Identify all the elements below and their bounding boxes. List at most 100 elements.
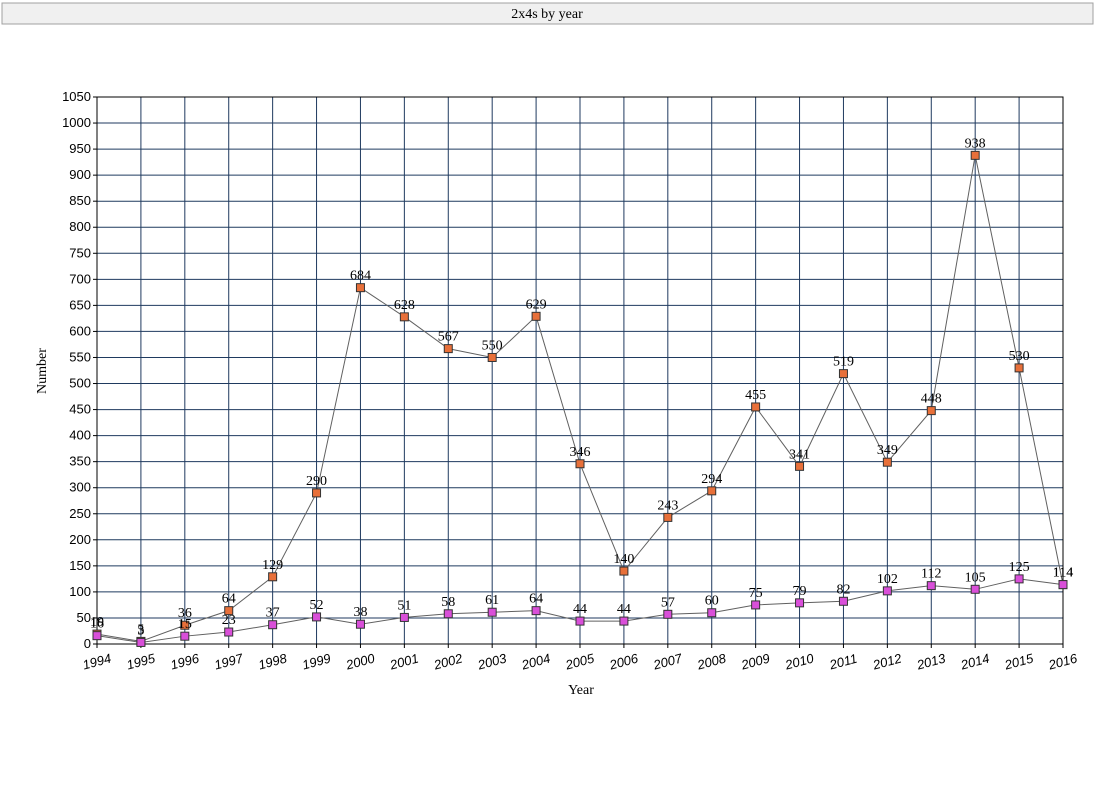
y-axis-label: Number xyxy=(35,348,50,394)
y-tick-label: 400 xyxy=(69,428,91,443)
data-label: 36 xyxy=(178,606,192,621)
marker xyxy=(575,459,585,469)
x-tick-label: 1994 xyxy=(81,651,113,673)
marker xyxy=(663,609,673,619)
marker xyxy=(575,616,585,626)
x-tick-label: 2016 xyxy=(1046,650,1080,672)
data-label: 684 xyxy=(350,269,371,284)
data-label: 567 xyxy=(438,330,459,345)
data-label: 51 xyxy=(397,598,411,613)
x-tick-label: 2015 xyxy=(1002,650,1036,672)
marker xyxy=(970,150,980,160)
y-tick-label: 350 xyxy=(69,454,91,469)
marker xyxy=(838,369,848,379)
x-tick-label: 1999 xyxy=(301,651,333,673)
marker xyxy=(707,608,717,618)
data-label: 44 xyxy=(617,602,631,617)
marker xyxy=(180,631,190,641)
x-tick-label: 2001 xyxy=(387,651,420,673)
data-label: 628 xyxy=(394,298,415,313)
x-tick-label: 2006 xyxy=(607,650,641,672)
marker xyxy=(355,283,365,293)
data-label: 57 xyxy=(661,595,675,610)
x-tick-label: 1996 xyxy=(169,650,202,672)
marker xyxy=(180,620,190,630)
data-label: 938 xyxy=(965,136,986,151)
x-tick-label: 2013 xyxy=(914,650,948,672)
data-label: 550 xyxy=(482,338,503,353)
marker xyxy=(312,612,322,622)
data-label: 82 xyxy=(836,582,850,597)
y-tick-label: 850 xyxy=(69,193,91,208)
y-tick-label: 800 xyxy=(69,219,91,234)
data-label: 23 xyxy=(222,613,236,628)
y-tick-label: 300 xyxy=(69,480,91,495)
marker xyxy=(312,488,322,498)
marker xyxy=(1014,363,1024,373)
marker xyxy=(92,631,102,641)
y-tick-label: 500 xyxy=(69,376,91,391)
data-label: 64 xyxy=(222,592,236,607)
marker xyxy=(882,586,892,596)
data-label: 52 xyxy=(310,598,324,613)
y-tick-label: 750 xyxy=(69,245,91,260)
data-label: 64 xyxy=(529,592,543,607)
data-label: 140 xyxy=(613,552,634,567)
y-tick-label: 1000 xyxy=(62,115,91,130)
data-label: 243 xyxy=(657,498,678,513)
marker xyxy=(399,312,409,322)
plot-border xyxy=(96,96,1064,645)
data-label: 341 xyxy=(789,447,810,462)
marker xyxy=(399,612,409,622)
x-tick-label: 2014 xyxy=(958,651,991,673)
x-axis-label: Year xyxy=(568,683,594,698)
marker xyxy=(970,584,980,594)
marker xyxy=(795,598,805,608)
y-tick-label: 200 xyxy=(69,532,91,547)
data-label: 38 xyxy=(353,605,367,620)
data-label: 455 xyxy=(745,388,766,403)
x-tick-label: 1995 xyxy=(125,650,158,672)
y-tick-label: 950 xyxy=(69,141,91,156)
y-tick-label: 50 xyxy=(77,610,91,625)
marker xyxy=(795,461,805,471)
marker xyxy=(838,596,848,606)
marker xyxy=(1014,574,1024,584)
title-bar xyxy=(1,2,1094,25)
marker xyxy=(487,352,497,362)
y-tick-label: 550 xyxy=(69,349,91,364)
y-tick-label: 250 xyxy=(69,506,91,521)
y-tick-label: 700 xyxy=(69,271,91,286)
y-tick-label: 1050 xyxy=(62,89,91,104)
x-tick-label: 1998 xyxy=(257,650,290,672)
marker xyxy=(531,606,541,616)
marker xyxy=(443,344,453,354)
data-label: 114 xyxy=(1053,566,1073,581)
data-label: 448 xyxy=(921,392,942,407)
data-label: 19 xyxy=(90,615,104,630)
marker xyxy=(663,512,673,522)
x-tick-label: 2010 xyxy=(783,650,817,672)
x-tick-label: 2012 xyxy=(870,650,904,672)
data-label: 15 xyxy=(178,617,192,632)
data-label: 629 xyxy=(526,297,547,312)
data-label: 112 xyxy=(921,567,941,582)
marker xyxy=(355,619,365,629)
data-label: 5 xyxy=(137,622,144,637)
marker xyxy=(224,627,234,637)
marker xyxy=(443,609,453,619)
data-label: 349 xyxy=(877,443,898,458)
data-label: 60 xyxy=(705,594,719,609)
data-label: 530 xyxy=(1009,349,1030,364)
marker xyxy=(1058,580,1068,590)
marker xyxy=(224,606,234,616)
data-label: 37 xyxy=(266,606,280,621)
x-tick-label: 1997 xyxy=(213,650,246,672)
x-tick-label: 2011 xyxy=(827,651,859,673)
x-tick-label: 2003 xyxy=(475,650,509,672)
x-tick-label: 2000 xyxy=(343,650,377,672)
data-label: 290 xyxy=(306,474,327,489)
chart-title: 2x4s by year xyxy=(511,7,583,22)
